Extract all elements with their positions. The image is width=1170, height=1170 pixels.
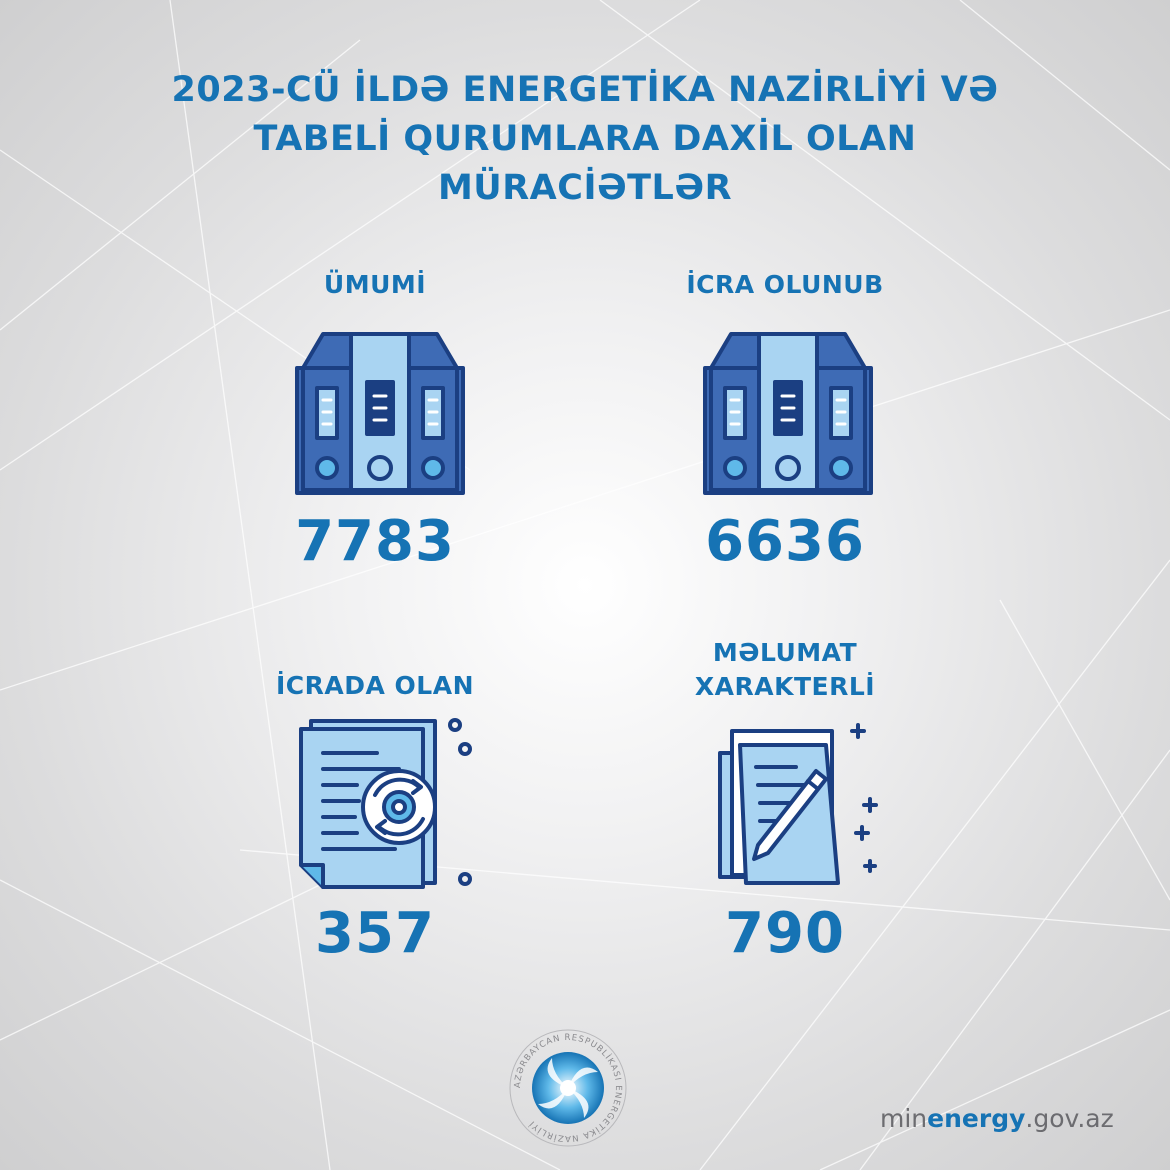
website-highlight: energy (927, 1104, 1026, 1133)
stat-total-value-wrap: 7783 (255, 512, 495, 572)
page-title: 2023-CÜ İLDƏ ENERGETİKA NAZİRLİYİ VƏ TAB… (85, 66, 1085, 213)
stat-informational-label-line-1: MƏLUMAT (712, 638, 858, 667)
stat-in-progress-label: İCRADA OLAN (275, 671, 474, 700)
document-pen-icon (712, 715, 882, 890)
stat-total-value: 7783 (295, 509, 455, 574)
stat-in-progress-value-wrap: 357 (255, 904, 495, 964)
stat-informational-value: 790 (725, 901, 845, 966)
website-url[interactable]: minenergy.gov.az (880, 1104, 1114, 1133)
stat-completed-value: 6636 (705, 509, 865, 574)
stat-completed-label: İCRA OLUNUB (686, 270, 884, 299)
stat-total-label: ÜMUMİ (323, 270, 427, 299)
stat-informational: MƏLUMAT XARAKTERLİ (645, 636, 925, 704)
stat-completed: İCRA OLUNUB (645, 268, 925, 302)
title-line-3: MÜRACİƏTLƏR (437, 168, 733, 208)
website-suffix: .gov.az (1025, 1104, 1114, 1133)
stat-completed-value-wrap: 6636 (665, 512, 905, 572)
title-line-1: 2023-CÜ İLDƏ ENERGETİKA NAZİRLİYİ VƏ (171, 70, 999, 110)
stat-total: ÜMUMİ (255, 268, 495, 302)
document-gear-icon (295, 715, 480, 890)
binders-icon (295, 330, 465, 495)
ministry-seal-icon: AZƏRBAYCAN RESPUBLİKASI ENERGETİKA NAZİR… (508, 1028, 628, 1148)
stat-informational-label-line-2: XARAKTERLİ (694, 672, 876, 701)
title-line-2: TABELİ QURUMLARA DAXİL OLAN (253, 119, 917, 159)
stat-in-progress-value: 357 (315, 901, 435, 966)
binders-icon (703, 330, 873, 495)
stat-informational-value-wrap: 790 (665, 904, 905, 964)
stat-in-progress: İCRADA OLAN (230, 669, 520, 703)
website-prefix: min (880, 1104, 928, 1133)
